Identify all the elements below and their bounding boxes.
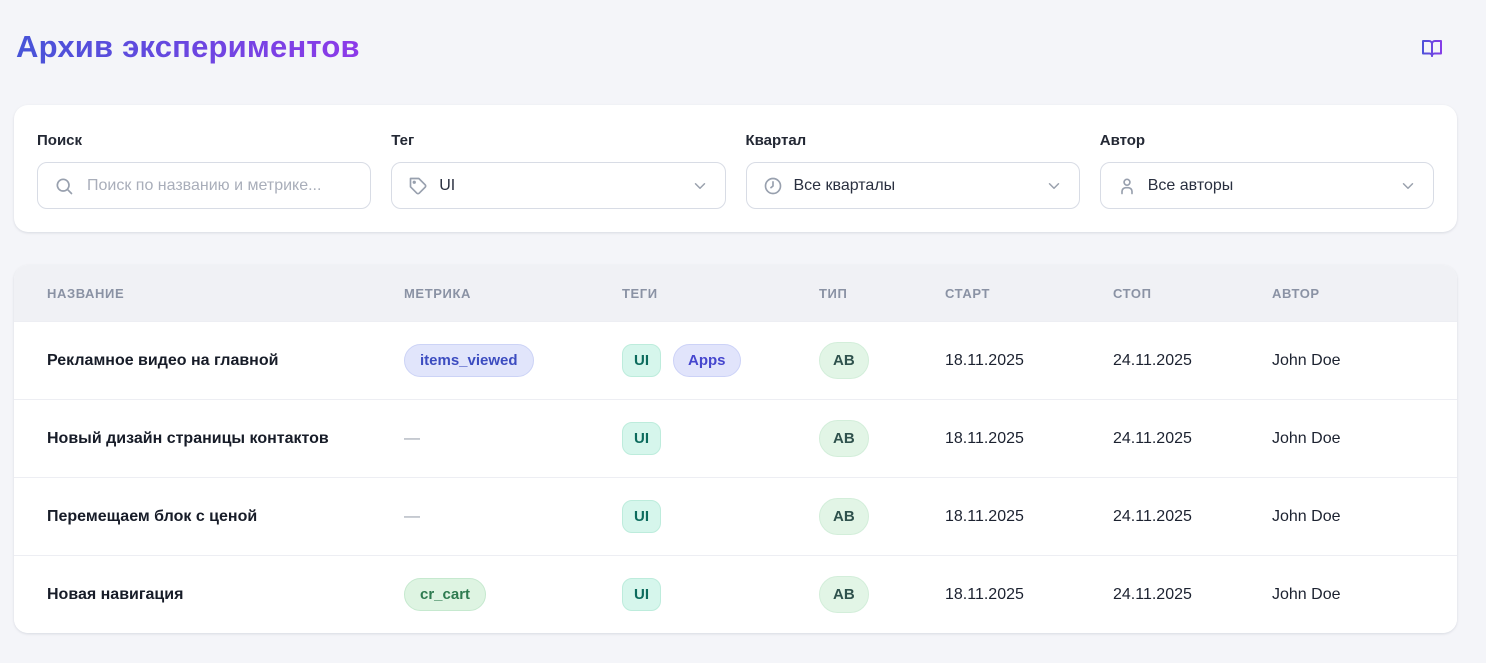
filter-tag: Тег UI — [391, 132, 726, 209]
author-name: John Doe — [1272, 351, 1341, 369]
stop-date: 24.11.2025 — [1113, 585, 1192, 603]
author-name: John Doe — [1272, 585, 1341, 603]
chevron-down-icon — [1399, 177, 1417, 195]
table-row[interactable]: Перемещаем блок с ценой — UI AB 18.11.20… — [14, 477, 1457, 555]
start-date: 18.11.2025 — [945, 429, 1024, 447]
author-name: John Doe — [1272, 507, 1341, 525]
experiment-name: Перемещаем блок с ценой — [47, 507, 258, 525]
stop-date: 24.11.2025 — [1113, 351, 1192, 369]
page-title: Архив экспериментов — [16, 26, 360, 68]
tags-cell: UI — [622, 578, 819, 611]
tag-select-value: UI — [439, 176, 456, 194]
tag-badge: UI — [622, 500, 661, 533]
quarter-select[interactable]: Все кварталы — [745, 162, 1080, 209]
tag-badge: UI — [622, 578, 661, 611]
chevron-down-icon — [1045, 177, 1063, 195]
author-label: Автор — [1099, 132, 1146, 149]
filter-quarter: Квартал Все кварталы — [745, 132, 1080, 209]
column-header-author: АВТОР — [1272, 285, 1320, 301]
table-header-row: НАЗВАНИЕ МЕТРИКА ТЕГИ ТИП СТАРТ СТОП АВТ… — [14, 265, 1457, 321]
search-input-wrap — [37, 162, 372, 209]
column-header-stop: СТОП — [1113, 285, 1152, 301]
stop-date: 24.11.2025 — [1113, 507, 1192, 525]
type-badge: AB — [819, 342, 869, 379]
author-name: John Doe — [1272, 429, 1341, 447]
experiment-name: Новая навигация — [47, 585, 184, 603]
table-row[interactable]: Рекламное видео на главной items_viewed … — [14, 321, 1457, 399]
tag-badge: UI — [622, 344, 661, 377]
table-row[interactable]: Новая навигация cr_cart UI AB 18.11.2025… — [14, 555, 1457, 633]
author-select[interactable]: Все авторы — [1099, 162, 1434, 209]
quarter-select-value: Все кварталы — [793, 176, 896, 194]
tag-badge: UI — [622, 422, 661, 455]
tag-badge: Apps — [673, 344, 741, 377]
metric-cell: — — [404, 429, 420, 447]
type-cell: AB — [819, 576, 945, 613]
start-date: 18.11.2025 — [945, 585, 1024, 603]
clock-icon — [763, 176, 783, 196]
metric-cell: cr_cart — [404, 578, 622, 611]
start-date: 18.11.2025 — [945, 507, 1024, 525]
filter-author: Автор Все авторы — [1099, 132, 1434, 209]
type-badge: AB — [819, 420, 869, 457]
start-date: 18.11.2025 — [945, 351, 1024, 369]
type-cell: AB — [819, 342, 945, 379]
book-open-icon[interactable] — [1420, 36, 1444, 60]
user-icon — [1117, 176, 1137, 196]
metric-badge: items_viewed — [404, 344, 534, 377]
tags-cell: UI — [622, 422, 819, 455]
tag-icon — [408, 176, 428, 196]
tag-select[interactable]: UI — [391, 162, 726, 209]
search-input[interactable] — [85, 175, 355, 196]
experiment-name: Рекламное видео на главной — [47, 351, 279, 369]
column-header-type: ТИП — [819, 285, 848, 301]
tag-label: Тег — [391, 132, 415, 149]
table-row[interactable]: Новый дизайн страницы контактов — UI AB … — [14, 399, 1457, 477]
search-label: Поиск — [37, 132, 83, 149]
author-select-value: Все авторы — [1147, 176, 1234, 194]
column-header-metric: МЕТРИКА — [404, 285, 471, 301]
filter-search: Поиск — [37, 132, 372, 209]
type-badge: AB — [819, 498, 869, 535]
chevron-down-icon — [691, 177, 709, 195]
experiments-table: НАЗВАНИЕ МЕТРИКА ТЕГИ ТИП СТАРТ СТОП АВТ… — [14, 265, 1457, 633]
filter-bar: Поиск Тег UI Квартал — [14, 105, 1457, 232]
stop-date: 24.11.2025 — [1113, 429, 1192, 447]
type-cell: AB — [819, 498, 945, 535]
experiment-name: Новый дизайн страницы контактов — [47, 429, 329, 447]
quarter-label: Квартал — [745, 132, 807, 149]
column-header-tags: ТЕГИ — [622, 285, 658, 301]
column-header-name: НАЗВАНИЕ — [47, 285, 125, 301]
tags-cell: UI — [622, 500, 819, 533]
column-header-start: СТАРТ — [945, 285, 991, 301]
metric-cell: — — [404, 507, 420, 525]
metric-badge: cr_cart — [404, 578, 487, 611]
topbar: Архив экспериментов — [0, 0, 1486, 68]
type-badge: AB — [819, 576, 869, 613]
type-cell: AB — [819, 420, 945, 457]
search-icon — [54, 176, 74, 196]
metric-cell: items_viewed — [404, 344, 622, 377]
tags-cell: UI Apps — [622, 344, 819, 377]
